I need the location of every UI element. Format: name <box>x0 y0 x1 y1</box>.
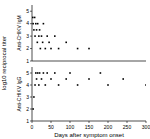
y-tick-label: 5 <box>26 8 29 14</box>
point <box>34 17 36 19</box>
y-axis <box>32 67 33 121</box>
y-tick-label: 3 <box>26 33 29 39</box>
point <box>46 72 48 74</box>
x-tick-label: 150 <box>85 124 94 130</box>
y-tick <box>30 109 32 110</box>
point <box>88 78 90 80</box>
y-tick <box>30 73 32 74</box>
point <box>88 48 90 50</box>
point <box>45 48 47 50</box>
point <box>50 78 52 80</box>
y-tick-label: 4 <box>26 82 29 88</box>
y-tick <box>30 48 32 49</box>
point <box>100 72 102 74</box>
point <box>40 48 42 50</box>
point <box>38 35 40 37</box>
chart: 1 2 3 4 5 Anti-CHIKV IgM log10 reciprocal tite… <box>0 0 150 139</box>
points <box>32 17 90 50</box>
x-tick-label: 300 <box>142 124 150 130</box>
x-axis <box>32 61 146 62</box>
point <box>38 84 40 86</box>
point <box>42 42 44 44</box>
y-tick <box>30 97 32 98</box>
point <box>33 29 35 31</box>
y-tick <box>30 11 32 12</box>
point <box>41 35 43 37</box>
point <box>39 29 41 31</box>
point <box>46 35 48 37</box>
y-tick-label: 5 <box>26 70 29 76</box>
x-tick-label: 100 <box>66 124 75 130</box>
y-tick-label: 3 <box>26 94 29 100</box>
y-tick <box>30 85 32 86</box>
point <box>39 72 41 74</box>
point <box>37 23 39 25</box>
y-label: log10 reciprocal titer <box>1 36 7 90</box>
point <box>35 23 37 25</box>
panel-title: Anti-CHIKV IgG <box>16 76 22 111</box>
y-tick <box>30 36 32 37</box>
point <box>34 35 36 37</box>
point <box>35 72 37 74</box>
point <box>32 23 34 25</box>
x-tick-label: 200 <box>104 124 113 130</box>
point <box>32 108 34 110</box>
point <box>33 96 35 98</box>
panel-title: Anti-CHIKV IgM <box>16 15 22 50</box>
y-tick-label: 1 <box>26 118 29 124</box>
point <box>37 42 39 44</box>
point <box>58 48 60 50</box>
x-tick-label: 0 <box>31 124 34 130</box>
point <box>50 48 52 50</box>
point <box>43 72 45 74</box>
point <box>32 17 34 19</box>
points <box>32 72 146 110</box>
point <box>34 84 36 86</box>
y-tick-label: 2 <box>26 45 29 51</box>
point <box>122 78 124 80</box>
point <box>65 78 67 80</box>
point <box>41 78 43 80</box>
point <box>69 72 71 74</box>
x-label: Days after symptom onset <box>54 132 124 138</box>
y-tick-label: 4 <box>26 20 29 26</box>
point <box>54 72 56 74</box>
y-tick-label: 1 <box>26 58 29 64</box>
point <box>145 84 146 86</box>
point <box>107 84 109 86</box>
point <box>65 42 67 44</box>
point <box>77 84 79 86</box>
point <box>48 42 50 44</box>
y-tick <box>30 23 32 24</box>
x-tick-label: 50 <box>48 124 54 130</box>
y-tick-label: 2 <box>26 106 29 112</box>
point <box>37 72 39 74</box>
y-axis <box>32 5 33 61</box>
point <box>36 29 38 31</box>
point <box>58 84 60 86</box>
point <box>36 78 38 80</box>
point <box>43 23 45 25</box>
point <box>77 48 79 50</box>
point <box>45 84 47 86</box>
x-tick-label: 250 <box>123 124 132 130</box>
y-tick <box>30 61 32 62</box>
point <box>54 35 56 37</box>
